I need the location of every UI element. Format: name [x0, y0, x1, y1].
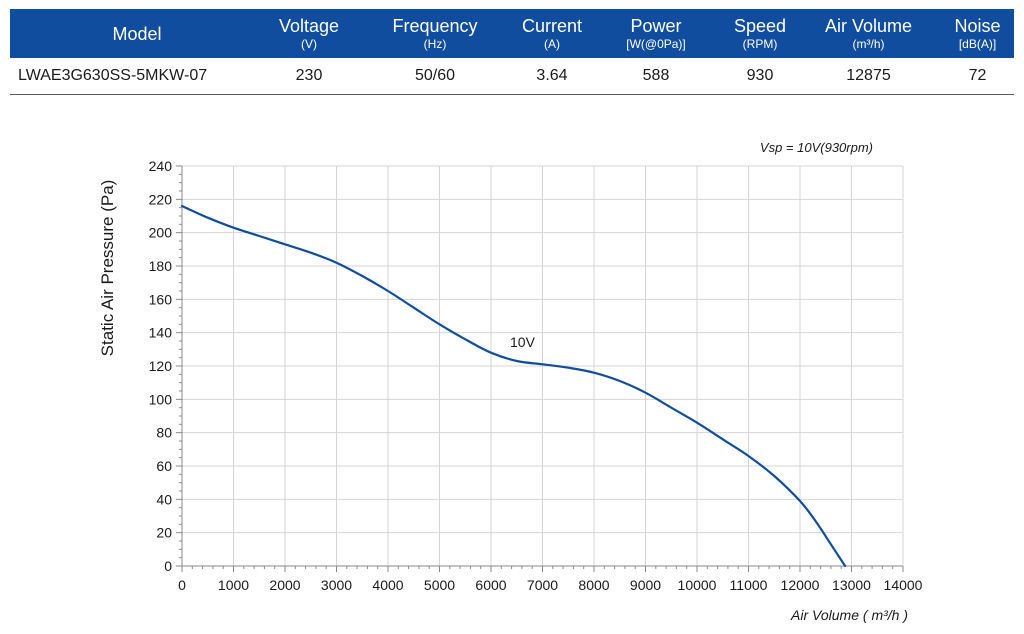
cell-speed: 930 — [724, 58, 796, 95]
cell-model: LWAE3G630SS-5MKW-07 — [10, 58, 264, 95]
y-tick-label: 40 — [156, 491, 172, 507]
y-tick-label: 120 — [149, 358, 173, 374]
x-tick-label: 7000 — [527, 577, 558, 593]
y-tick-label: 80 — [156, 425, 172, 441]
col-header-voltage: Voltage (V) — [264, 9, 354, 58]
x-tick-label: 2000 — [269, 577, 300, 593]
col-label: Voltage — [278, 15, 340, 36]
y-tick-label: 0 — [164, 558, 172, 574]
x-axis-title: Air Volume ( m³/h ) — [790, 607, 908, 623]
col-header-air-volume: Air Volume (m³/h) — [796, 9, 941, 58]
x-tick-label: 6000 — [475, 577, 506, 593]
col-label: Noise — [954, 15, 1001, 36]
col-header-frequency: Frequency (Hz) — [354, 9, 516, 58]
x-tick-label: 3000 — [321, 577, 352, 593]
col-header-power: Power [W(@0Pa)] — [588, 9, 724, 58]
y-tick-label: 60 — [156, 458, 172, 474]
col-label: Model — [112, 23, 162, 44]
col-label: Air Volume — [824, 15, 913, 36]
table-header-row: Model Voltage (V) Frequency (Hz) Current (A… — [10, 9, 1014, 58]
table-row: LWAE3G630SS-5MKW-07 230 50/60 3.64 588 9… — [10, 58, 1014, 95]
y-tick-label: 240 — [149, 158, 173, 174]
x-tick-label: 9000 — [630, 577, 661, 593]
x-tick-label: 12000 — [781, 577, 820, 593]
cell-noise: 72 — [941, 58, 1014, 95]
x-tick-label: 4000 — [372, 577, 403, 593]
col-unit: [W(@0Pa)] — [626, 36, 686, 51]
spec-table: Model Voltage (V) Frequency (Hz) Current (A… — [10, 9, 1014, 95]
y-tick-label: 20 — [156, 525, 172, 541]
series-label-10v: 10V — [510, 334, 536, 350]
col-header-model: Model — [10, 9, 264, 58]
col-unit: (V) — [301, 36, 317, 51]
col-label: Current — [521, 15, 583, 36]
y-tick-label: 200 — [149, 225, 173, 241]
cell-voltage: 230 — [264, 58, 354, 95]
col-unit: (RPM) — [742, 36, 778, 51]
x-tick-label: 13000 — [832, 577, 871, 593]
cell-frequency: 50/60 — [354, 58, 516, 95]
series-line-10v — [180, 204, 847, 568]
cell-air-volume: 12875 — [796, 58, 941, 95]
x-tick-label: 8000 — [578, 577, 609, 593]
cell-power: 588 — [588, 58, 724, 95]
y-tick-label: 220 — [149, 191, 173, 207]
y-tick-labels: 0 20 40 60 80 100 120 140 160 180 200 220 240 — [149, 158, 173, 574]
col-header-current: Current (A) — [516, 9, 588, 58]
y-axis-title: Static Air Pressure (Pa) — [98, 180, 117, 357]
col-label: Power — [630, 15, 682, 36]
x-tick-label: 11000 — [730, 577, 768, 593]
x-tick-label: 10000 — [678, 577, 717, 593]
col-header-noise: Noise [dB(A)] — [941, 9, 1014, 58]
cell-current: 3.64 — [516, 58, 588, 95]
y-tick-label: 100 — [149, 391, 173, 407]
x-tick-label: 1000 — [218, 577, 249, 593]
col-label: Frequency — [392, 15, 478, 36]
x-tick-label: 0 — [178, 577, 186, 593]
col-header-speed: Speed (RPM) — [724, 9, 796, 58]
col-unit: [dB(A)] — [958, 36, 997, 51]
col-label: Speed — [733, 15, 787, 36]
y-tick-label: 180 — [149, 258, 173, 274]
x-tick-label: 5000 — [424, 577, 455, 593]
y-tick-label: 160 — [149, 291, 173, 307]
col-unit: (A) — [544, 36, 560, 51]
chart-annotation: Vsp = 10V(930rpm) — [760, 140, 873, 155]
chart-grid — [176, 165, 904, 572]
col-unit: (Hz) — [423, 36, 447, 51]
minor-ticks — [179, 173, 894, 569]
col-unit: (m³/h) — [852, 36, 885, 51]
y-tick-label: 140 — [149, 325, 173, 341]
x-tick-labels: 0 1000 2000 3000 4000 5000 6000 7000 8000 9000 100… — [178, 577, 923, 593]
x-tick-label: 14000 — [884, 577, 923, 593]
